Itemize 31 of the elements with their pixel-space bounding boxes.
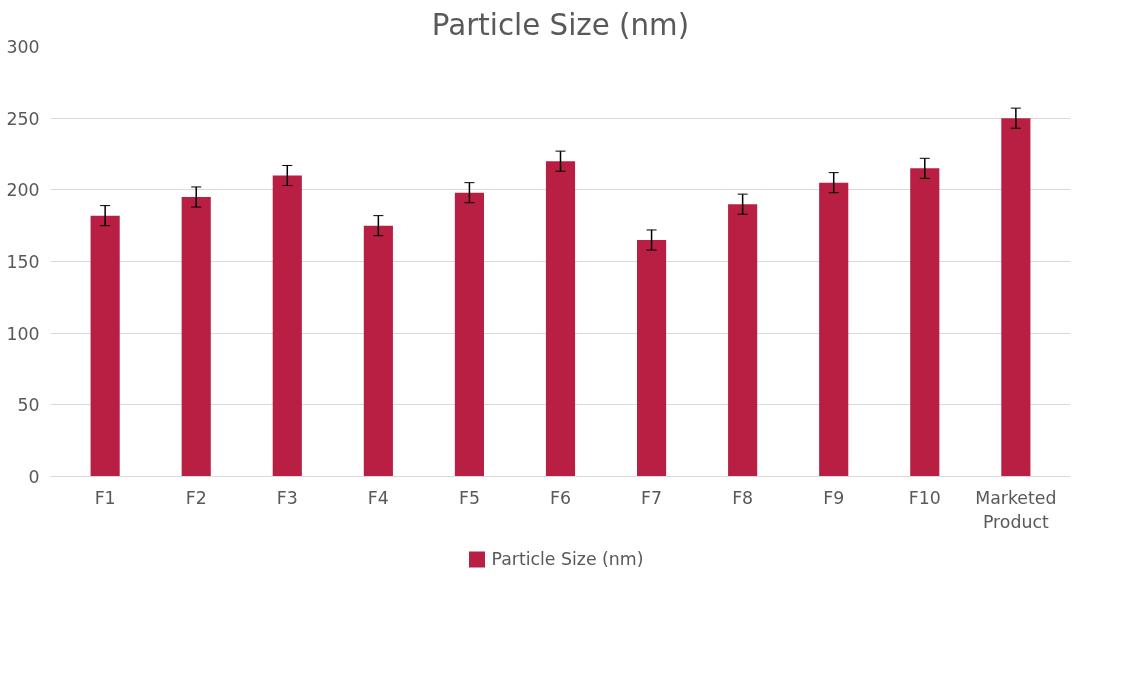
bar bbox=[181, 197, 211, 477]
bar bbox=[910, 168, 940, 477]
y-tick-label: 250 bbox=[6, 108, 40, 129]
bar bbox=[454, 192, 484, 477]
legend-label: Particle Size (nm) bbox=[491, 549, 644, 569]
y-tick-label: 150 bbox=[6, 252, 40, 272]
x-tick-label: F8 bbox=[732, 487, 754, 508]
bar bbox=[637, 240, 667, 477]
x-tick-label: F7 bbox=[641, 487, 663, 508]
bar bbox=[1001, 118, 1031, 477]
x-tick-label: F2 bbox=[185, 487, 207, 508]
x-tick-label: F3 bbox=[276, 487, 298, 508]
x-tick-label: F9 bbox=[823, 487, 845, 508]
y-tick-label: 200 bbox=[6, 180, 40, 201]
y-tick-label: 100 bbox=[6, 323, 40, 344]
y-tick-label: 0 bbox=[28, 467, 40, 487]
bar bbox=[272, 175, 302, 477]
bar bbox=[363, 225, 393, 477]
x-tick-label: F4 bbox=[367, 487, 389, 508]
y-tick-label: 300 bbox=[6, 37, 40, 57]
bar bbox=[545, 161, 576, 477]
y-tick-label: 50 bbox=[17, 395, 40, 416]
x-tick-label: F6 bbox=[550, 487, 571, 508]
chart-title: Particle Size (nm) bbox=[431, 7, 690, 42]
x-tick-label: F1 bbox=[94, 487, 116, 508]
x-tick-label: Marketed Product bbox=[975, 487, 1057, 532]
bar bbox=[90, 215, 120, 477]
x-tick-label: F5 bbox=[458, 487, 480, 508]
bar bbox=[728, 204, 758, 477]
bar bbox=[819, 182, 849, 477]
x-tick-label: F10 bbox=[908, 487, 941, 508]
